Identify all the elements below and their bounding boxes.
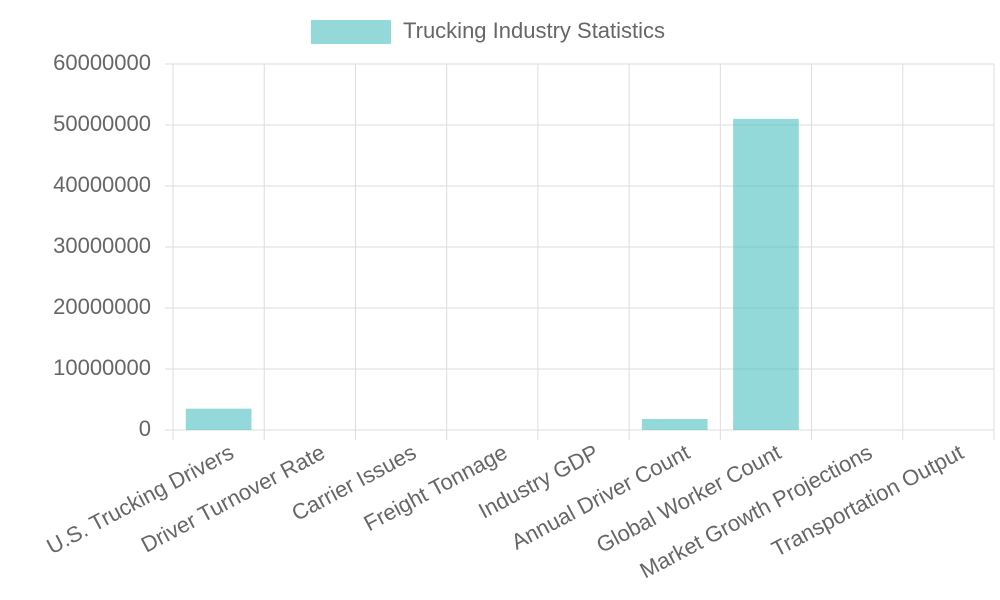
y-tick-label: 10000000 bbox=[53, 355, 151, 380]
legend-label[interactable]: Trucking Industry Statistics bbox=[403, 18, 665, 43]
y-tick-label: 60000000 bbox=[53, 50, 151, 75]
bar bbox=[641, 419, 708, 430]
y-tick-label: 40000000 bbox=[53, 172, 151, 197]
bar bbox=[733, 118, 799, 431]
y-tick-label: 50000000 bbox=[53, 111, 151, 136]
y-tick-label: 0 bbox=[139, 416, 151, 441]
y-tick-label: 20000000 bbox=[53, 294, 151, 319]
bar bbox=[185, 408, 252, 430]
legend-swatch[interactable] bbox=[311, 20, 391, 44]
y-tick-label: 30000000 bbox=[53, 233, 151, 258]
